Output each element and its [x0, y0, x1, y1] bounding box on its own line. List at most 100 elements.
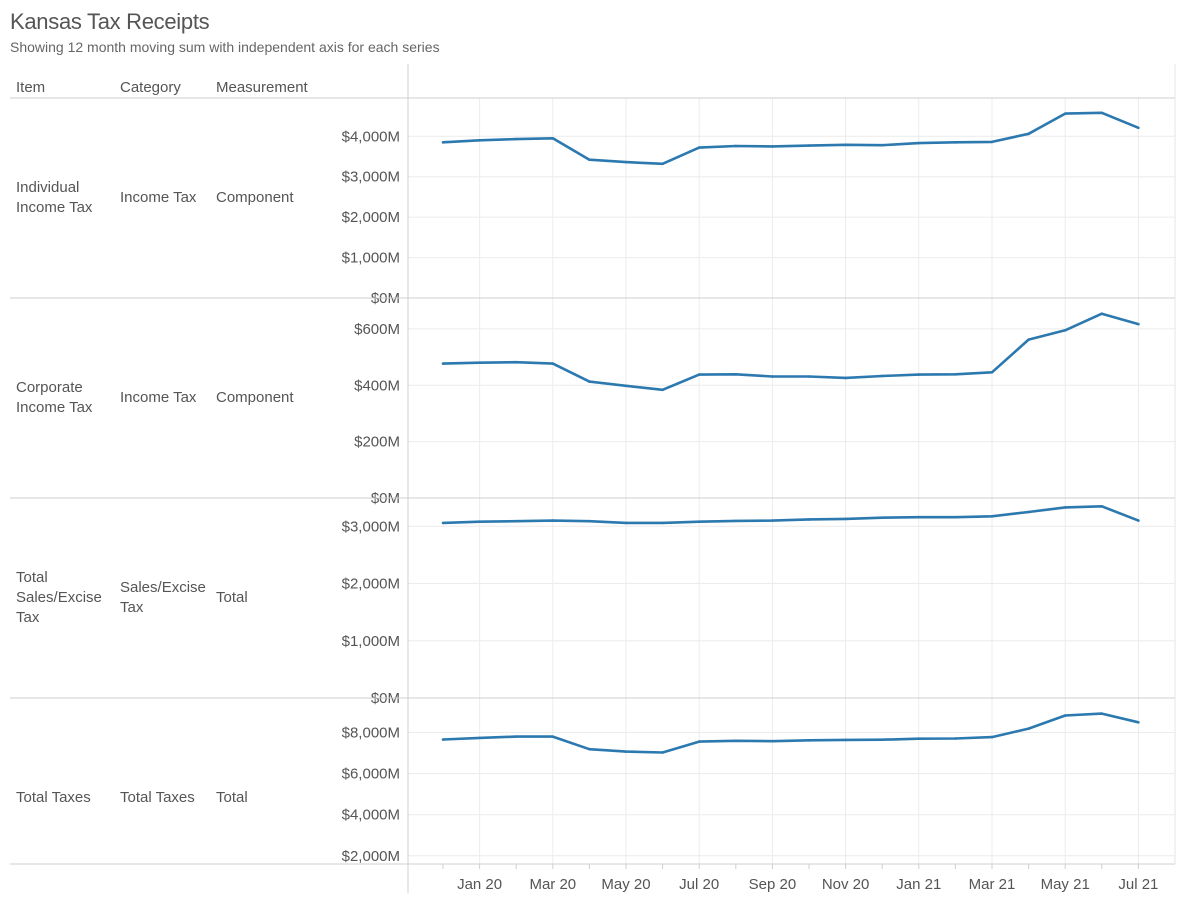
data-point — [807, 518, 811, 521]
data-point — [551, 362, 555, 365]
data-point — [551, 735, 555, 738]
data-point — [1027, 338, 1030, 341]
data-point — [734, 739, 738, 743]
data-point — [624, 384, 628, 388]
data-point — [990, 735, 994, 739]
data-point — [1063, 506, 1067, 509]
data-point — [514, 735, 518, 738]
data-point — [1100, 504, 1104, 508]
row-measurement-label: Total — [216, 789, 248, 806]
y-tick-label: $600M — [354, 321, 400, 338]
data-point — [880, 143, 884, 147]
data-point — [1137, 519, 1140, 522]
data-point — [588, 519, 591, 523]
data-point — [551, 136, 555, 140]
y-tick-label: $3,000M — [342, 169, 400, 186]
data-point — [551, 519, 555, 522]
data-point — [844, 376, 847, 380]
data-point — [1027, 727, 1030, 730]
data-point — [807, 375, 811, 378]
data-point — [1063, 112, 1067, 115]
x-tick-label: Jan 21 — [896, 876, 941, 893]
x-tick-label: Jan 20 — [457, 876, 502, 893]
data-point — [478, 736, 481, 740]
x-tick-label: Jul 21 — [1118, 876, 1158, 893]
data-point — [844, 143, 847, 147]
data-point — [1063, 329, 1067, 332]
row-category-label: Total Taxes — [120, 789, 195, 806]
data-point — [1100, 712, 1104, 715]
data-point — [588, 380, 591, 383]
data-point — [588, 747, 591, 751]
series-line — [442, 312, 1139, 392]
data-point — [771, 375, 774, 378]
y-tick-label: $4,000M — [342, 807, 400, 824]
x-tick-label: Jul 20 — [679, 876, 719, 893]
data-point — [917, 373, 921, 376]
data-point — [880, 374, 884, 378]
data-point — [1027, 132, 1030, 136]
data-point — [954, 515, 957, 519]
data-point — [917, 737, 921, 741]
data-point — [697, 373, 701, 376]
data-point — [478, 139, 481, 142]
data-point — [478, 361, 481, 365]
data-point — [661, 162, 664, 166]
row-item-label: Total Taxes — [16, 789, 91, 806]
data-point — [954, 141, 957, 144]
chart-title: Kansas Tax Receipts — [10, 9, 210, 34]
data-point — [807, 144, 811, 147]
data-point — [1063, 714, 1067, 717]
data-point — [624, 160, 628, 164]
y-tick-label: $2,000M — [342, 209, 400, 226]
data-point — [917, 141, 921, 145]
header-item: Item — [16, 79, 46, 96]
data-point — [697, 520, 701, 524]
x-tick-label: Sep 20 — [749, 876, 797, 893]
x-tick-label: Nov 20 — [822, 876, 870, 893]
y-tick-label: $3,000M — [342, 518, 400, 535]
data-point — [588, 158, 591, 162]
x-tick-label: May 20 — [601, 876, 650, 893]
data-point — [990, 371, 994, 374]
data-point — [441, 521, 445, 525]
data-point — [734, 519, 738, 523]
data-point — [954, 737, 957, 740]
data-point — [990, 514, 994, 518]
data-point — [661, 521, 664, 525]
data-point — [734, 372, 738, 376]
row-category-label: Income Tax — [120, 189, 197, 206]
data-point — [1027, 510, 1030, 514]
x-tick-label: May 21 — [1041, 876, 1090, 893]
row-category-label: Income Tax — [120, 389, 197, 406]
series-line — [442, 111, 1139, 166]
data-point — [661, 388, 664, 392]
data-point — [954, 372, 957, 376]
row-item-label: Corporate Income Tax — [16, 379, 93, 416]
y-tick-label: $400M — [354, 377, 400, 394]
data-point — [771, 145, 774, 148]
row-measurement-label: Total — [216, 589, 248, 606]
header-measurement: Measurement — [216, 79, 308, 96]
data-point — [734, 144, 738, 148]
data-point — [771, 519, 774, 522]
row-measurement-label: Component — [216, 189, 294, 206]
data-point — [697, 146, 701, 149]
data-point — [880, 516, 884, 520]
data-point — [880, 738, 884, 742]
row-item-label: Individual Income Tax — [16, 179, 93, 216]
data-point — [917, 515, 921, 519]
data-point — [771, 739, 774, 743]
data-point — [624, 521, 628, 525]
chart-subtitle: Showing 12 month moving sum with indepen… — [10, 39, 440, 55]
row-item-label: Total Sales/Excise Tax — [16, 569, 102, 626]
data-point — [624, 750, 628, 753]
y-tick-label: $200M — [354, 434, 400, 451]
data-point — [478, 520, 481, 524]
data-point — [441, 362, 445, 365]
y-tick-label: $4,000M — [342, 128, 400, 145]
data-point — [514, 360, 518, 364]
y-tick-label: $2,000M — [342, 576, 400, 593]
data-point — [1137, 126, 1140, 130]
y-tick-label: $2,000M — [342, 848, 400, 865]
